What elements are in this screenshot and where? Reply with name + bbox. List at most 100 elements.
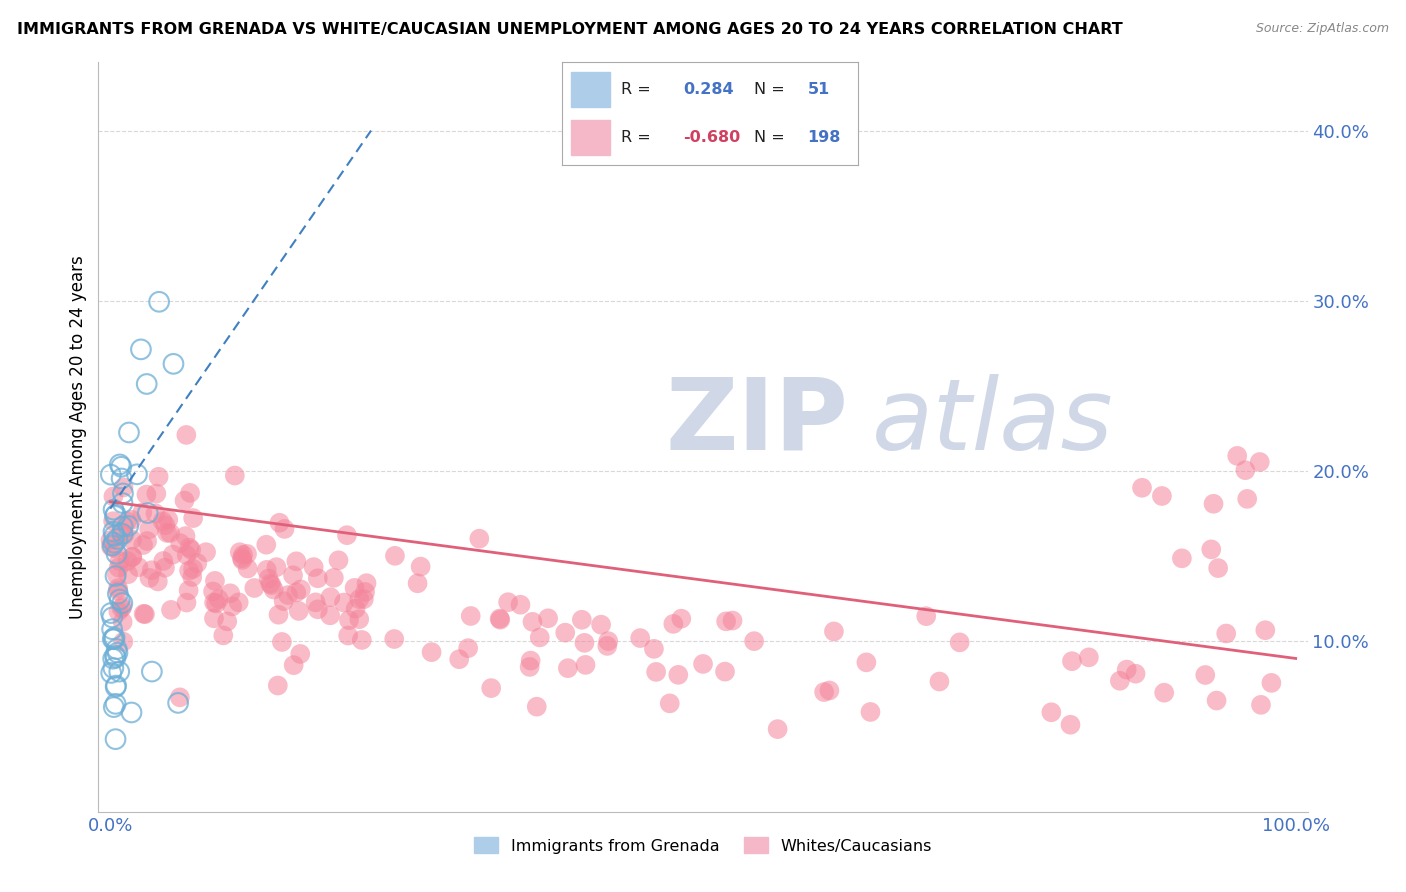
Y-axis label: Unemployment Among Ages 20 to 24 years: Unemployment Among Ages 20 to 24 years bbox=[69, 255, 87, 619]
Point bbox=[266, 560, 288, 574]
Text: R =: R = bbox=[621, 81, 651, 96]
Point bbox=[136, 506, 159, 520]
Text: 51: 51 bbox=[807, 81, 830, 96]
Point bbox=[132, 607, 155, 621]
Point bbox=[231, 553, 253, 567]
Point bbox=[128, 560, 150, 574]
Point bbox=[100, 665, 122, 680]
Point bbox=[259, 576, 281, 591]
Point bbox=[1125, 666, 1147, 681]
Point bbox=[645, 665, 668, 679]
Point bbox=[195, 545, 218, 559]
FancyBboxPatch shape bbox=[571, 71, 610, 106]
Point bbox=[103, 524, 125, 539]
Point bbox=[236, 561, 259, 575]
Point bbox=[103, 490, 125, 504]
Point bbox=[319, 590, 342, 604]
Point bbox=[138, 571, 160, 585]
Point bbox=[290, 582, 312, 597]
Point bbox=[287, 604, 309, 618]
Point bbox=[121, 533, 143, 547]
Point bbox=[118, 425, 141, 440]
Point bbox=[302, 560, 325, 574]
Point bbox=[181, 562, 204, 576]
Point bbox=[117, 567, 139, 582]
Point bbox=[349, 592, 371, 607]
Point bbox=[1130, 481, 1153, 495]
Point bbox=[283, 658, 305, 673]
Point bbox=[100, 540, 122, 554]
Point bbox=[243, 581, 266, 595]
Point bbox=[354, 585, 377, 599]
Point bbox=[110, 459, 132, 474]
Point bbox=[156, 525, 179, 540]
Point bbox=[108, 592, 131, 607]
Point bbox=[131, 506, 153, 520]
Point bbox=[1171, 551, 1194, 566]
Point bbox=[111, 599, 134, 614]
Point bbox=[1115, 663, 1137, 677]
Point bbox=[135, 487, 157, 501]
Point bbox=[643, 641, 665, 656]
Point bbox=[160, 603, 183, 617]
Point bbox=[766, 722, 789, 736]
Point bbox=[100, 533, 122, 548]
Point bbox=[344, 601, 367, 615]
Point bbox=[111, 615, 134, 629]
Point bbox=[1040, 706, 1063, 720]
Point bbox=[103, 529, 125, 543]
Point bbox=[145, 486, 167, 500]
Text: R =: R = bbox=[621, 130, 651, 145]
Point bbox=[571, 613, 593, 627]
Point bbox=[1202, 497, 1225, 511]
Point bbox=[107, 587, 129, 601]
Point bbox=[103, 535, 125, 549]
Point bbox=[104, 680, 127, 694]
Point bbox=[232, 548, 254, 562]
Point bbox=[509, 598, 531, 612]
Point bbox=[146, 574, 169, 589]
Point bbox=[267, 679, 290, 693]
Point bbox=[307, 602, 329, 616]
FancyBboxPatch shape bbox=[571, 120, 610, 155]
Point bbox=[108, 458, 131, 472]
Point bbox=[212, 628, 235, 642]
Point bbox=[105, 642, 128, 657]
Point bbox=[121, 549, 143, 564]
Point bbox=[554, 625, 576, 640]
Point bbox=[1108, 673, 1130, 688]
Text: 0.284: 0.284 bbox=[683, 81, 734, 96]
Point bbox=[285, 585, 308, 599]
Point bbox=[1059, 717, 1081, 731]
Point bbox=[271, 635, 294, 649]
Point bbox=[121, 549, 143, 564]
Point bbox=[277, 588, 299, 602]
Point bbox=[420, 645, 443, 659]
Point bbox=[135, 376, 157, 391]
Point bbox=[101, 651, 124, 665]
Text: atlas: atlas bbox=[872, 374, 1114, 471]
Point bbox=[104, 697, 127, 711]
Point bbox=[460, 609, 482, 624]
Point bbox=[104, 508, 127, 522]
Point bbox=[107, 532, 129, 546]
Point bbox=[406, 576, 429, 591]
Point bbox=[208, 592, 231, 607]
Point bbox=[384, 549, 406, 563]
Text: N =: N = bbox=[754, 130, 785, 145]
Point bbox=[307, 571, 329, 585]
Point bbox=[714, 665, 737, 679]
Point bbox=[859, 705, 882, 719]
Point bbox=[101, 610, 124, 624]
Point bbox=[254, 538, 277, 552]
Point bbox=[1206, 561, 1229, 575]
Text: Source: ZipAtlas.com: Source: ZipAtlas.com bbox=[1256, 22, 1389, 36]
Point bbox=[231, 551, 253, 566]
Point bbox=[596, 639, 619, 653]
Text: ZIP: ZIP bbox=[665, 374, 848, 471]
Point bbox=[104, 648, 127, 663]
Point bbox=[304, 595, 326, 609]
Point bbox=[204, 574, 226, 588]
Point bbox=[260, 578, 283, 592]
Point bbox=[823, 624, 845, 639]
